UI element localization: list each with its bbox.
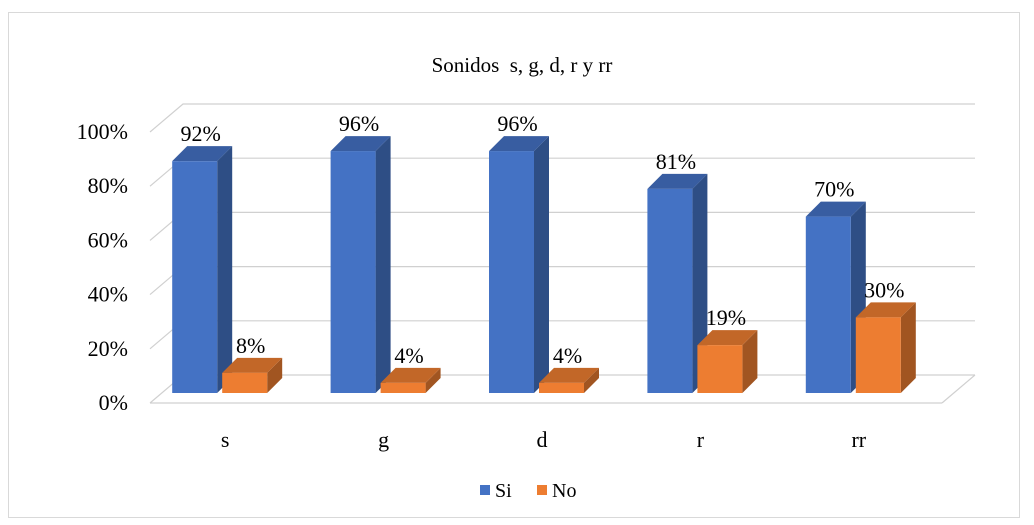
data-label: 19% [706, 305, 746, 330]
bars: 92% 8% 96% 4% 96% 4% 81% 19% 70% 30% [172, 111, 916, 393]
floor-right-edge [941, 374, 976, 404]
bar-no-s [222, 357, 283, 393]
data-label: 96% [339, 111, 379, 136]
data-label: 81% [656, 149, 696, 174]
bar-side [267, 357, 283, 393]
bar-top [539, 367, 599, 383]
bar-no-g [380, 367, 441, 393]
bar-side [584, 367, 599, 393]
y-tick-label: 20% [88, 336, 128, 361]
gridline [149, 103, 975, 133]
bar-side [217, 146, 233, 393]
legend-label-si: Si [495, 480, 512, 502]
legend-swatch-si [480, 485, 490, 495]
bar-front [805, 216, 851, 393]
data-label: 4% [394, 343, 423, 368]
bar-no-d [539, 367, 599, 393]
x-tick-label: d [537, 427, 548, 452]
bar-side [425, 367, 441, 393]
bar-top [222, 357, 283, 373]
bar-top [489, 136, 549, 152]
y-tick-label: 80% [88, 173, 128, 198]
bar-front [172, 161, 218, 393]
data-label: 70% [814, 177, 854, 202]
y-tick-label: 60% [88, 227, 128, 252]
x-tick-label: g [378, 427, 389, 452]
data-label: 92% [181, 121, 221, 146]
x-tick-label: r [697, 427, 705, 452]
x-tick-label: s [221, 427, 230, 452]
data-label: 4% [553, 343, 582, 368]
chart-title: Sonidos s, g, d, r y rr [432, 53, 613, 77]
bar-si-r [647, 173, 708, 393]
data-label: 30% [864, 277, 904, 302]
legend-swatch-no [537, 485, 547, 495]
y-tick-label: 0% [99, 390, 128, 415]
bar-side [900, 302, 916, 393]
bar-front [539, 382, 584, 393]
y-axis-ticks: 0% 20% 40% 60% 80% 100% [77, 119, 128, 415]
bar-side [692, 173, 708, 393]
bar-side [534, 136, 549, 393]
bar-front [855, 317, 901, 393]
data-label: 96% [497, 111, 537, 136]
bar-front [222, 372, 268, 393]
y-tick-label: 100% [77, 119, 128, 144]
legend-label-no: No [552, 480, 576, 502]
bar-top [697, 330, 758, 346]
bar-no-rr [855, 302, 916, 393]
bar-front [330, 151, 376, 393]
y-tick-label: 40% [88, 282, 128, 307]
bar-top [172, 146, 233, 162]
bar-side [742, 330, 758, 393]
bar-front [380, 382, 426, 393]
x-tick-label: rr [851, 427, 866, 452]
legend: Si No [480, 480, 576, 502]
data-label: 8% [236, 333, 265, 358]
bar-no-r [697, 330, 758, 393]
bar-front [647, 188, 693, 393]
bar-side [375, 136, 391, 393]
bar-si-d [489, 136, 549, 393]
bar-top [855, 302, 916, 318]
bar-front [697, 345, 743, 393]
bar-front [489, 151, 534, 393]
bar-top [805, 201, 866, 217]
bar-si-g [330, 136, 391, 393]
bar-top [647, 173, 708, 189]
bar-si-s [172, 146, 233, 393]
x-axis-ticks: s g d r rr [221, 427, 867, 452]
bar-top [330, 136, 391, 152]
bar-top [380, 367, 441, 383]
